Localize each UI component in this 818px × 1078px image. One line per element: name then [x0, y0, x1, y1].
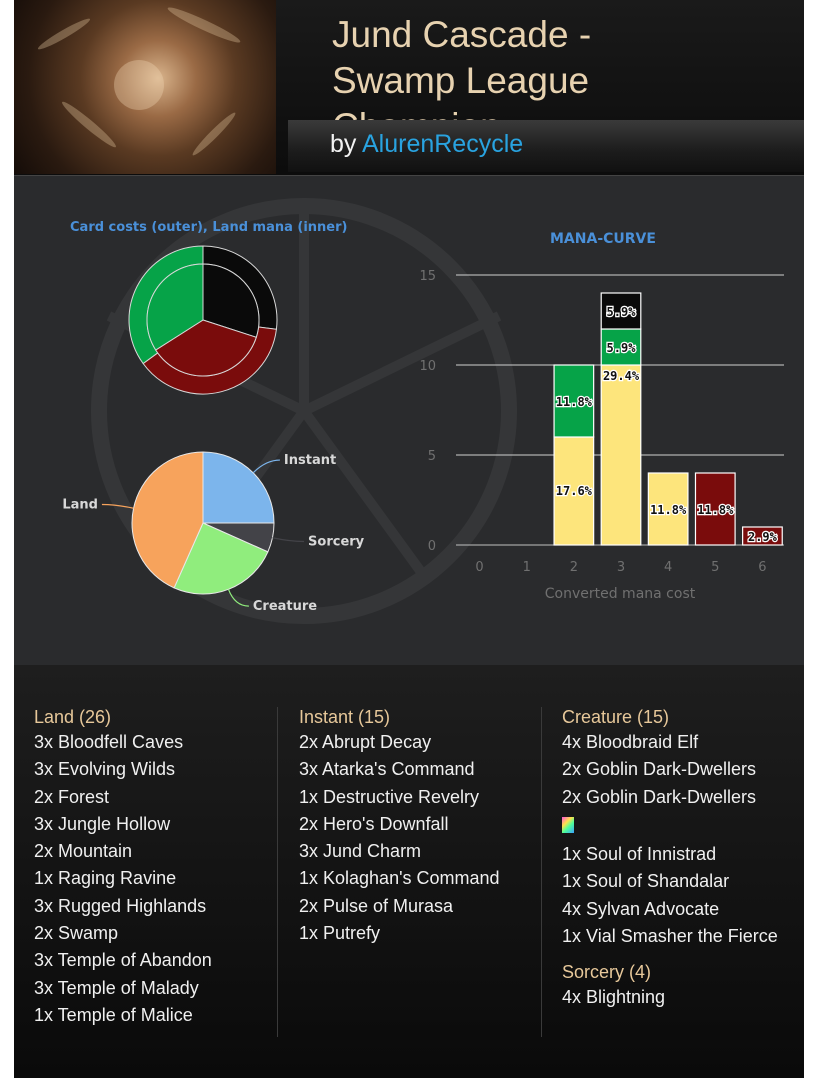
type-label-sorcery: Sorcery — [308, 535, 365, 550]
instant-card-list: 2x Abrupt Decay 3x Atarka's Command 1x Des… — [299, 729, 539, 947]
x-tick-label: 2 — [570, 560, 578, 575]
author-link[interactable]: AlurenRecycle — [362, 130, 523, 158]
x-tick-label: 0 — [475, 560, 483, 575]
sorcery-section-title: Sorcery (4) — [562, 960, 802, 984]
card-entry[interactable]: 2x Swamp — [34, 920, 274, 947]
card-image-icon[interactable] — [562, 811, 802, 841]
card-entry[interactable]: 1x Soul of Shandalar — [562, 868, 802, 895]
y-tick-label: 0 — [428, 539, 436, 554]
card-entry[interactable]: 1x Putrefy — [299, 920, 539, 947]
mana-curve-x-ticks: 0 1 2 3 4 5 6 — [475, 560, 766, 575]
deck-art-image — [14, 0, 276, 174]
land-section-title: Land (26) — [34, 705, 274, 729]
x-tick-label: 6 — [758, 560, 766, 575]
bar-data-label: 29.4% — [603, 369, 640, 383]
card-entry[interactable]: 3x Temple of Malady — [34, 975, 274, 1002]
card-entry[interactable]: 3x Atarka's Command — [299, 756, 539, 783]
card-entry[interactable]: 3x Bloodfell Caves — [34, 729, 274, 756]
byline: by AlurenRecycle — [330, 130, 523, 159]
creature-card-list: 4x Bloodbraid Elf 2x Goblin Dark-Dwellers… — [562, 729, 802, 950]
bar-data-label: 11.8% — [556, 395, 593, 409]
card-entry[interactable]: 1x Soul of Innistrad — [562, 841, 802, 868]
instant-section: Instant (15) 2x Abrupt Decay 3x Atarka's … — [299, 705, 539, 947]
bar-data-label: 11.8% — [697, 503, 734, 517]
card-entry[interactable]: 2x Pulse of Murasa — [299, 893, 539, 920]
card-entry[interactable]: 2x Mountain — [34, 838, 274, 865]
y-tick-label: 10 — [419, 359, 436, 374]
card-entry[interactable]: 3x Rugged Highlands — [34, 893, 274, 920]
bar-segment-yellow[interactable] — [601, 365, 641, 545]
card-entry[interactable]: 4x Blightning — [562, 984, 802, 1011]
card-entry[interactable]: 2x Forest — [34, 784, 274, 811]
x-tick-label: 1 — [523, 560, 531, 575]
card-entry[interactable]: 1x Kolaghan's Command — [299, 865, 539, 892]
y-tick-label: 5 — [428, 449, 436, 464]
card-entry[interactable]: 4x Bloodbraid Elf — [562, 729, 802, 756]
card-entry[interactable]: 1x Vial Smasher the Fierce — [562, 923, 802, 950]
card-entry[interactable]: 2x Hero's Downfall — [299, 811, 539, 838]
y-tick-label: 15 — [419, 269, 436, 284]
cost-pie-chart — [129, 246, 277, 394]
type-pie-chart — [132, 452, 274, 594]
card-entry[interactable]: 3x Jund Charm — [299, 838, 539, 865]
column-divider — [541, 707, 542, 1037]
card-entry[interactable]: 3x Temple of Abandon — [34, 947, 274, 974]
bar-data-label: 17.6% — [556, 484, 593, 498]
deck-header: Jund Cascade - Swamp League Champion by … — [14, 0, 804, 174]
column-divider — [277, 707, 278, 1037]
creature-sorcery-column: Creature (15) 4x Bloodbraid Elf 2x Goblin… — [562, 705, 802, 1012]
x-tick-label: 3 — [617, 560, 625, 575]
mana-curve-title: MANA-CURVE — [550, 231, 656, 247]
card-entry[interactable]: 1x Destructive Revelry — [299, 784, 539, 811]
type-label-instant: Instant — [284, 453, 336, 468]
charts-svg: Card costs (outer), Land mana (inner) In… — [14, 176, 804, 665]
bar-data-label: 5.9% — [607, 341, 637, 355]
mana-curve-x-axis-label: Converted mana cost — [545, 586, 696, 602]
sorcery-card-list: 4x Blightning — [562, 984, 802, 1011]
type-label-connector — [272, 538, 304, 542]
card-entry[interactable]: 1x Temple of Malice — [34, 1002, 274, 1029]
x-tick-label: 5 — [711, 560, 719, 575]
type-label-creature: Creature — [253, 599, 317, 614]
land-section: Land (26) 3x Bloodfell Caves 3x Evolving … — [34, 705, 274, 1029]
charts-panel: Card costs (outer), Land mana (inner) In… — [14, 175, 804, 666]
card-entry[interactable]: 3x Jungle Hollow — [34, 811, 274, 838]
by-label: by — [330, 130, 356, 158]
card-entry[interactable]: 3x Evolving Wilds — [34, 756, 274, 783]
card-entry[interactable]: 1x Raging Ravine — [34, 865, 274, 892]
creature-section-title: Creature (15) — [562, 705, 802, 729]
card-entry[interactable]: 2x Goblin Dark-Dwellers — [562, 784, 802, 811]
land-card-list: 3x Bloodfell Caves 3x Evolving Wilds 2x Fo… — [34, 729, 274, 1029]
bar-data-label: 11.8% — [650, 503, 687, 517]
card-entry[interactable]: 2x Goblin Dark-Dwellers — [562, 756, 802, 783]
card-entry[interactable]: 4x Sylvan Advocate — [562, 896, 802, 923]
type-label-land: Land — [62, 497, 98, 512]
bar-data-label: 5.9% — [607, 305, 637, 319]
deck-page: Jund Cascade - Swamp League Champion by … — [14, 0, 804, 1078]
bar-data-label: 2.9% — [748, 530, 778, 544]
instant-section-title: Instant (15) — [299, 705, 539, 729]
cost-pie-title: Card costs (outer), Land mana (inner) — [70, 220, 347, 235]
deck-title: Jund Cascade - Swamp League Champion — [332, 12, 692, 120]
card-entry[interactable]: 2x Abrupt Decay — [299, 729, 539, 756]
x-tick-label: 4 — [664, 560, 672, 575]
decklist-panel: Land (26) 3x Bloodfell Caves 3x Evolving … — [14, 665, 804, 1078]
